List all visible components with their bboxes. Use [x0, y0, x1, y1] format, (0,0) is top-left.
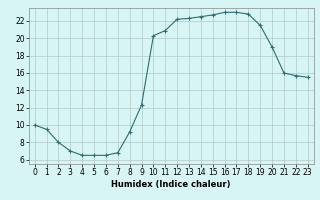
X-axis label: Humidex (Indice chaleur): Humidex (Indice chaleur): [111, 180, 231, 189]
